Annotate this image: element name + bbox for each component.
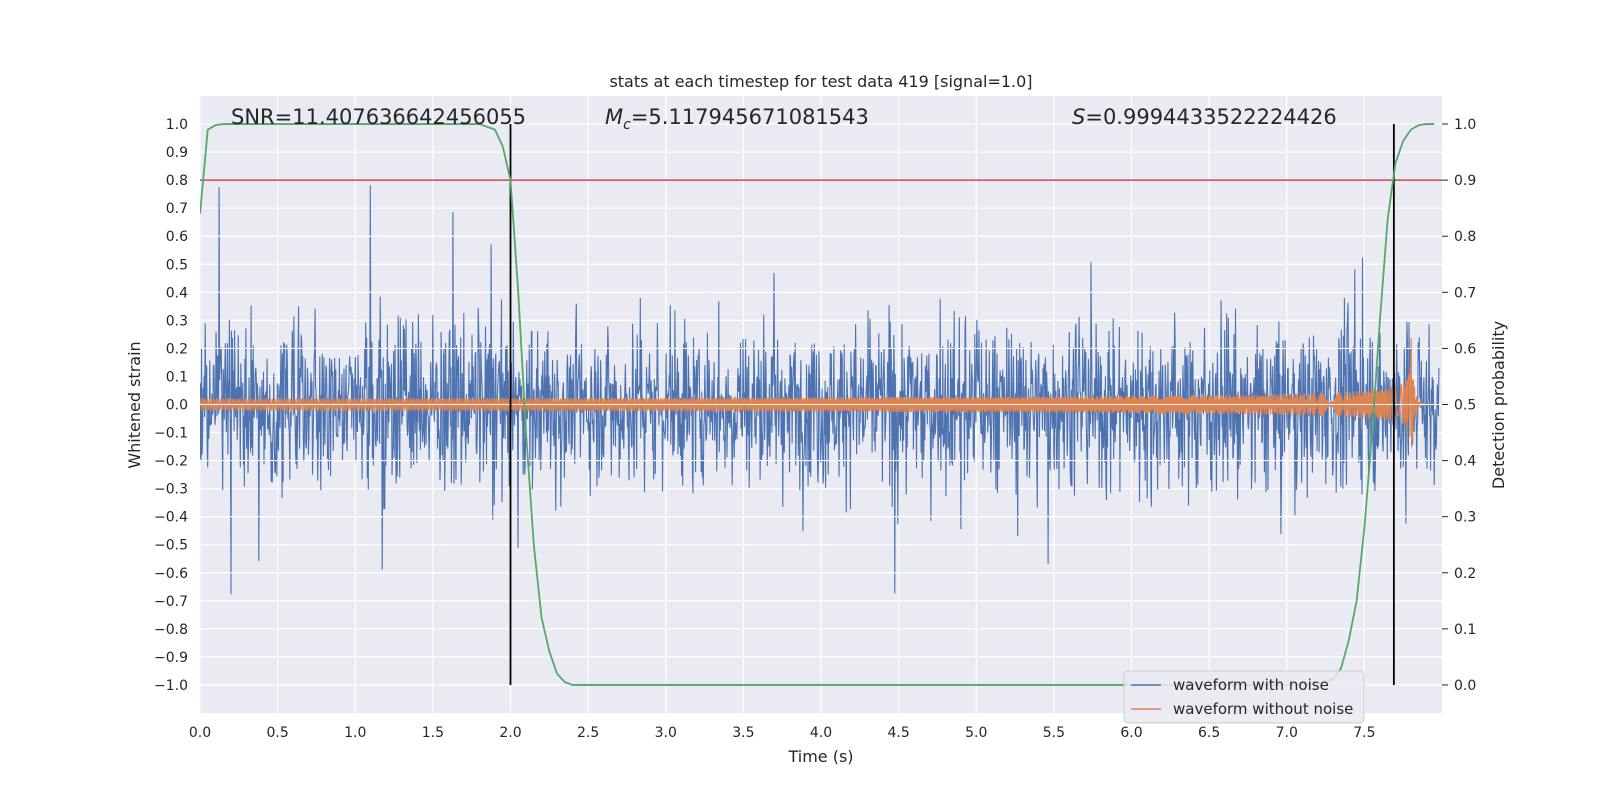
y2-tick-label-1: 0.9 — [1454, 173, 1476, 189]
y-tick-label-16: −0.6 — [154, 566, 188, 582]
y2-tick-label-8: 0.2 — [1454, 566, 1476, 582]
x-tick-label-9: 4.5 — [887, 725, 909, 741]
y2-tick-label-2: 0.8 — [1454, 229, 1476, 245]
y-tick-label-12: −0.2 — [154, 454, 188, 470]
annotation-s: S=0.9994433522224426 — [1072, 105, 1337, 129]
x-axis-title: Time (s) — [787, 747, 853, 766]
mc-subscript: c — [623, 117, 631, 133]
legend-box — [1123, 670, 1365, 724]
x-tick-label-2: 1.0 — [344, 725, 366, 741]
x-tick-label-1: 0.5 — [266, 725, 288, 741]
x-tick-label-0: 0.0 — [189, 725, 211, 741]
x-tick-label-13: 6.5 — [1198, 725, 1220, 741]
y2-axis-title: Detection probability — [1489, 321, 1508, 489]
vertical-markers — [509, 124, 1395, 685]
y-tick-label-10: 0.0 — [166, 398, 188, 414]
mc-value: =5.117945671081543 — [631, 105, 869, 129]
clean-trace — [200, 337, 1439, 448]
secondary-grid — [200, 123, 1442, 686]
x-tick-label-5: 2.5 — [577, 725, 599, 741]
annotation-chirp-mass: Mc=5.117945671081543 — [605, 105, 869, 133]
x-tick-label-6: 3.0 — [655, 725, 677, 741]
y-tick-label-11: −0.1 — [154, 426, 188, 442]
y-tick-label-9: 0.1 — [166, 369, 188, 385]
y2-tick-label-7: 0.3 — [1454, 510, 1476, 526]
legend-label-noise: waveform with noise — [1173, 676, 1329, 694]
y-tick-label-19: −0.9 — [154, 650, 188, 666]
y-tick-label-7: 0.3 — [166, 313, 188, 329]
probability-trace — [200, 123, 1435, 686]
y-tick-label-18: −0.8 — [154, 622, 188, 638]
y2-tick-label-4: 0.6 — [1454, 341, 1476, 357]
y2-tick-label-6: 0.4 — [1454, 454, 1476, 470]
series-detection-probability — [200, 123, 1435, 686]
legend: waveform with noise waveform without noi… — [1123, 670, 1365, 724]
y-tick-label-0: 1.0 — [166, 117, 188, 133]
x-tick-label-14: 7.0 — [1276, 725, 1298, 741]
y-tick-label-13: −0.3 — [154, 482, 188, 498]
chart-title: stats at each timestep for test data 419… — [609, 72, 1032, 91]
y-tick-label-5: 0.5 — [166, 257, 188, 273]
mc-symbol: M — [605, 105, 623, 129]
y-tick-label-8: 0.2 — [166, 341, 188, 357]
x-tick-label-8: 4.0 — [810, 725, 832, 741]
legend-label-clean: waveform without noise — [1173, 700, 1353, 718]
y-tick-label-6: 0.4 — [166, 285, 188, 301]
x-axis-ticks: 0.0 0.5 1.0 1.5 2.0 2.5 3.0 3.5 4.0 4.5 5.0 5.5 6.0 6… — [189, 725, 1376, 741]
y-axis-ticks: 1.0 0.9 0.8 0.7 0.6 0.5 0.4 0.3 0.2 0.1 0.0 −0.1 −0.… — [154, 117, 188, 694]
y2-axis-ticks: 1.0 0.9 0.8 0.7 0.6 0.5 0.4 0.3 0.2 0.1 0.0 — [1442, 117, 1476, 694]
y-tick-label-3: 0.7 — [166, 201, 188, 217]
y-axis-title: Whitened strain — [125, 341, 144, 468]
x-tick-label-11: 5.5 — [1043, 725, 1065, 741]
x-tick-label-10: 5.0 — [965, 725, 987, 741]
y-tick-label-14: −0.4 — [154, 510, 188, 526]
y2-tick-label-0: 1.0 — [1454, 117, 1476, 133]
x-tick-label-3: 1.5 — [422, 725, 444, 741]
s-value: =0.9994433522224426 — [1085, 105, 1336, 129]
x-tick-label-12: 6.0 — [1120, 725, 1142, 741]
x-tick-label-7: 3.5 — [732, 725, 754, 741]
x-tick-label-15: 7.5 — [1353, 725, 1375, 741]
annotation-snr: SNR=11.407636642456055 — [231, 105, 526, 129]
y-tick-label-15: −0.5 — [154, 538, 188, 554]
x-tick-label-4: 2.0 — [499, 725, 521, 741]
s-symbol: S — [1072, 105, 1085, 129]
y-tick-label-1: 0.9 — [166, 145, 188, 161]
y2-tick-label-9: 0.1 — [1454, 622, 1476, 638]
series-waveform-with-noise — [200, 185, 1440, 595]
y-tick-label-17: −0.7 — [154, 594, 188, 610]
y2-tick-label-5: 0.5 — [1454, 398, 1476, 414]
y-tick-label-4: 0.6 — [166, 229, 188, 245]
y2-tick-label-10: 0.0 — [1454, 678, 1476, 694]
noise-trace — [200, 185, 1440, 595]
series-waveform-without-noise — [200, 337, 1439, 448]
y-tick-label-20: −1.0 — [154, 678, 188, 694]
y-tick-label-2: 0.8 — [166, 173, 188, 189]
y2-tick-label-3: 0.7 — [1454, 285, 1476, 301]
